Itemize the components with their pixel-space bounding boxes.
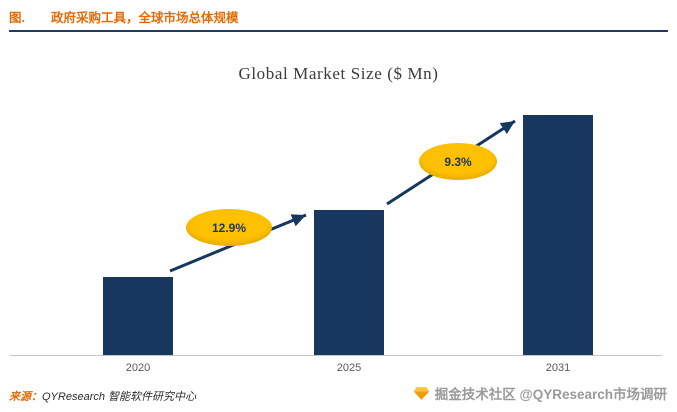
source-text: QYResearch 智能软件研究中心 bbox=[42, 391, 197, 403]
growth-bubble-2020-2025: 12.9% bbox=[186, 209, 272, 246]
gem-icon bbox=[413, 386, 430, 401]
bar-2025 bbox=[314, 210, 384, 355]
figure-label: 图. bbox=[9, 11, 25, 25]
growth-rate-label: 9.3% bbox=[444, 154, 472, 169]
x-tick-2020: 2020 bbox=[125, 362, 151, 374]
bar-2031 bbox=[523, 115, 593, 355]
watermark: 掘金技术社区 @QYResearch市场调研 bbox=[413, 383, 667, 403]
watermark-text: 掘金技术社区 @QYResearch市场调研 bbox=[434, 387, 667, 402]
bar-2020 bbox=[103, 277, 173, 355]
source-label: 来源： bbox=[9, 391, 42, 403]
x-axis-line bbox=[10, 355, 662, 356]
chart-title: Global Market Size ($ Mn) bbox=[238, 64, 439, 83]
source-line: 来源：QYResearch 智能软件研究中心 bbox=[9, 388, 196, 404]
header-divider bbox=[9, 30, 668, 32]
x-tick-2025: 2025 bbox=[336, 362, 362, 374]
figure-header: 图. 政府采购工具，全球市场总体规模 bbox=[9, 7, 239, 26]
x-tick-2031: 2031 bbox=[545, 362, 571, 374]
figure-title: 政府采购工具，全球市场总体规模 bbox=[50, 11, 239, 25]
growth-rate-label: 12.9% bbox=[211, 220, 247, 235]
growth-bubble-2025-2031: 9.3% bbox=[419, 143, 497, 180]
